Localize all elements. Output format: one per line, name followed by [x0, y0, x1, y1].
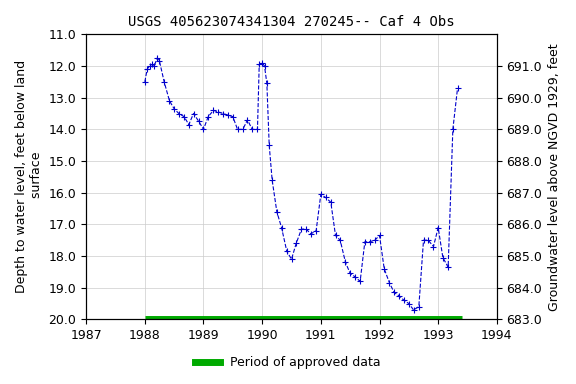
- Title: USGS 405623074341304 270245-- Caf 4 Obs: USGS 405623074341304 270245-- Caf 4 Obs: [128, 15, 455, 29]
- Legend: Period of approved data: Period of approved data: [190, 351, 386, 374]
- Y-axis label: Groundwater level above NGVD 1929, feet: Groundwater level above NGVD 1929, feet: [548, 43, 561, 311]
- Y-axis label: Depth to water level, feet below land
 surface: Depth to water level, feet below land su…: [15, 60, 43, 293]
